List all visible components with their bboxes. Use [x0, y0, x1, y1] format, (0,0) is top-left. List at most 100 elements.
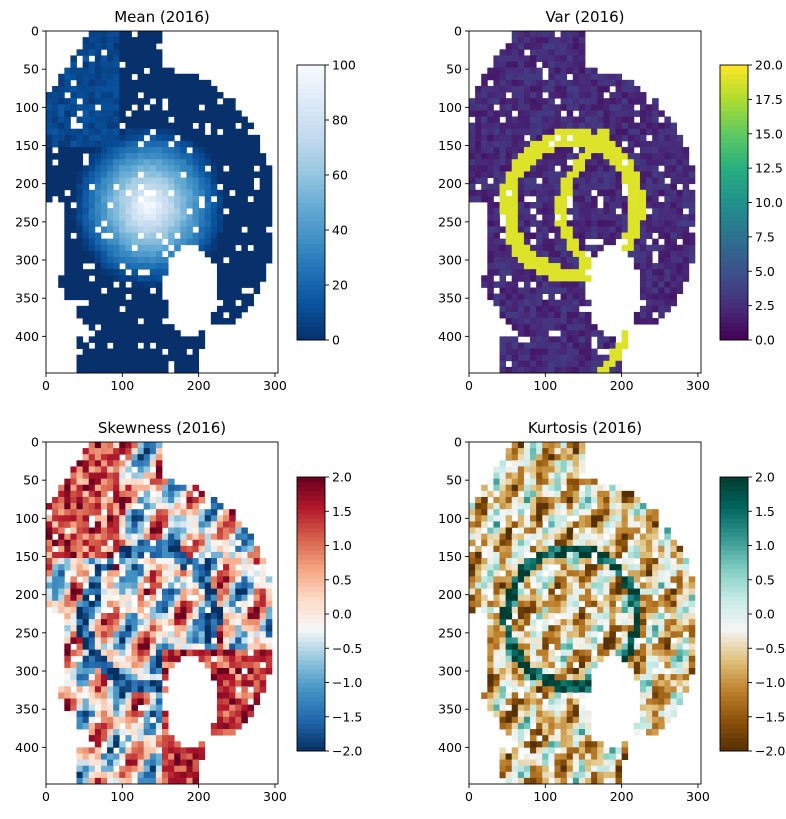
heatmap-cell [100, 515, 108, 522]
heatmap-cell [609, 484, 616, 492]
heatmap-cell [566, 287, 574, 295]
heatmap-cell [627, 533, 635, 541]
heatmap-cell [523, 37, 531, 44]
heatmap-cell [94, 98, 102, 105]
heatmap-cell [76, 551, 84, 559]
heatmap-cell [572, 269, 580, 276]
heatmap-cell [542, 250, 549, 258]
heatmap-cell [536, 238, 543, 246]
heatmap-cell [682, 195, 690, 203]
heatmap-cell [578, 256, 586, 264]
heatmap-cell [560, 202, 568, 209]
heatmap-cell [566, 244, 574, 252]
heatmap-cell [265, 189, 273, 197]
heatmap-cell [107, 771, 114, 779]
heatmap-cell [155, 116, 163, 124]
heatmap-cell [597, 79, 604, 87]
heatmap-cell [523, 448, 531, 455]
heatmap-cell [530, 202, 537, 209]
heatmap-cell [235, 171, 242, 178]
heatmap-cell [143, 735, 151, 742]
heatmap-cell [46, 527, 53, 535]
heatmap-cell [149, 318, 157, 325]
heatmap-cell [658, 110, 665, 117]
heatmap-cell [70, 533, 77, 541]
heatmap-cell [670, 208, 677, 215]
heatmap-cell [137, 667, 145, 675]
heatmap-cell [131, 263, 138, 270]
heatmap-cell [64, 208, 71, 215]
heatmap-cell [180, 110, 187, 117]
heatmap-cell [517, 49, 525, 56]
heatmap-cell [46, 515, 53, 522]
heatmap-cell [688, 232, 696, 240]
heatmap-cell [125, 49, 132, 56]
heatmap-cell [505, 539, 513, 547]
heatmap-cell [131, 655, 138, 663]
heatmap-cell [46, 582, 53, 589]
heatmap-cell [241, 545, 248, 553]
heatmap-cell [609, 79, 616, 87]
heatmap-cell [131, 625, 138, 632]
heatmap-cell [566, 128, 574, 136]
heatmap-cell [119, 55, 126, 62]
heatmap-cell [149, 354, 157, 362]
heatmap-cell [652, 208, 659, 215]
heatmap-cell [585, 545, 592, 553]
heatmap-cell [162, 521, 169, 528]
heatmap-cell [676, 165, 684, 172]
heatmap-cell [186, 238, 193, 246]
heatmap-cell [180, 226, 187, 233]
heatmap-cell [100, 342, 108, 349]
heatmap-cell [107, 281, 114, 288]
heatmap-cell [591, 116, 598, 124]
heatmap-cell [542, 442, 549, 449]
colorbar-segment [297, 600, 325, 606]
heatmap-cell [560, 250, 568, 258]
heatmap-cell [523, 545, 531, 553]
heatmap-cell [682, 220, 690, 227]
heatmap-cell [229, 122, 236, 130]
heatmap-cell [192, 360, 200, 368]
heatmap-cell [633, 165, 641, 172]
heatmap-cell [597, 226, 604, 233]
heatmap-cell [548, 238, 555, 246]
heatmap-cell [603, 202, 610, 209]
heatmap-cell [646, 183, 653, 191]
heatmap-cell [487, 551, 494, 559]
heatmap-cell [247, 256, 254, 264]
heatmap-cell [682, 214, 690, 221]
heatmap-cell [536, 122, 543, 130]
heatmap-cell [58, 686, 65, 693]
heatmap-cell [560, 92, 568, 99]
heatmap-cell [505, 521, 513, 528]
heatmap-cell [76, 533, 84, 541]
heatmap-cell [88, 92, 96, 99]
heatmap-cell [658, 299, 665, 307]
colorbar-segment [720, 271, 748, 277]
heatmap-cell [523, 220, 531, 227]
heatmap-cell [46, 171, 53, 178]
heatmap-cell [578, 263, 586, 270]
heatmap-cell [64, 263, 71, 270]
heatmap-cell [162, 765, 169, 773]
heatmap-cell [186, 613, 193, 620]
heatmap-cell [499, 564, 507, 571]
heatmap-cell [621, 208, 629, 215]
heatmap-cell [174, 533, 181, 541]
heatmap-cell [572, 275, 580, 282]
heatmap-cell [192, 104, 200, 111]
heatmap-cell [137, 637, 145, 644]
heatmap-cell [229, 171, 236, 178]
heatmap-cell [70, 256, 77, 264]
heatmap-cell [131, 551, 138, 559]
heatmap-cell [536, 208, 543, 215]
colorbar-segment [297, 636, 325, 642]
heatmap-cell [76, 710, 84, 718]
heatmap-cell [94, 454, 102, 461]
y-tick-label: 150 [15, 138, 39, 153]
heatmap-cell [615, 159, 623, 166]
heatmap-cell [259, 655, 267, 663]
heatmap-cell [174, 521, 181, 528]
x-tick-label: 100 [110, 378, 134, 393]
